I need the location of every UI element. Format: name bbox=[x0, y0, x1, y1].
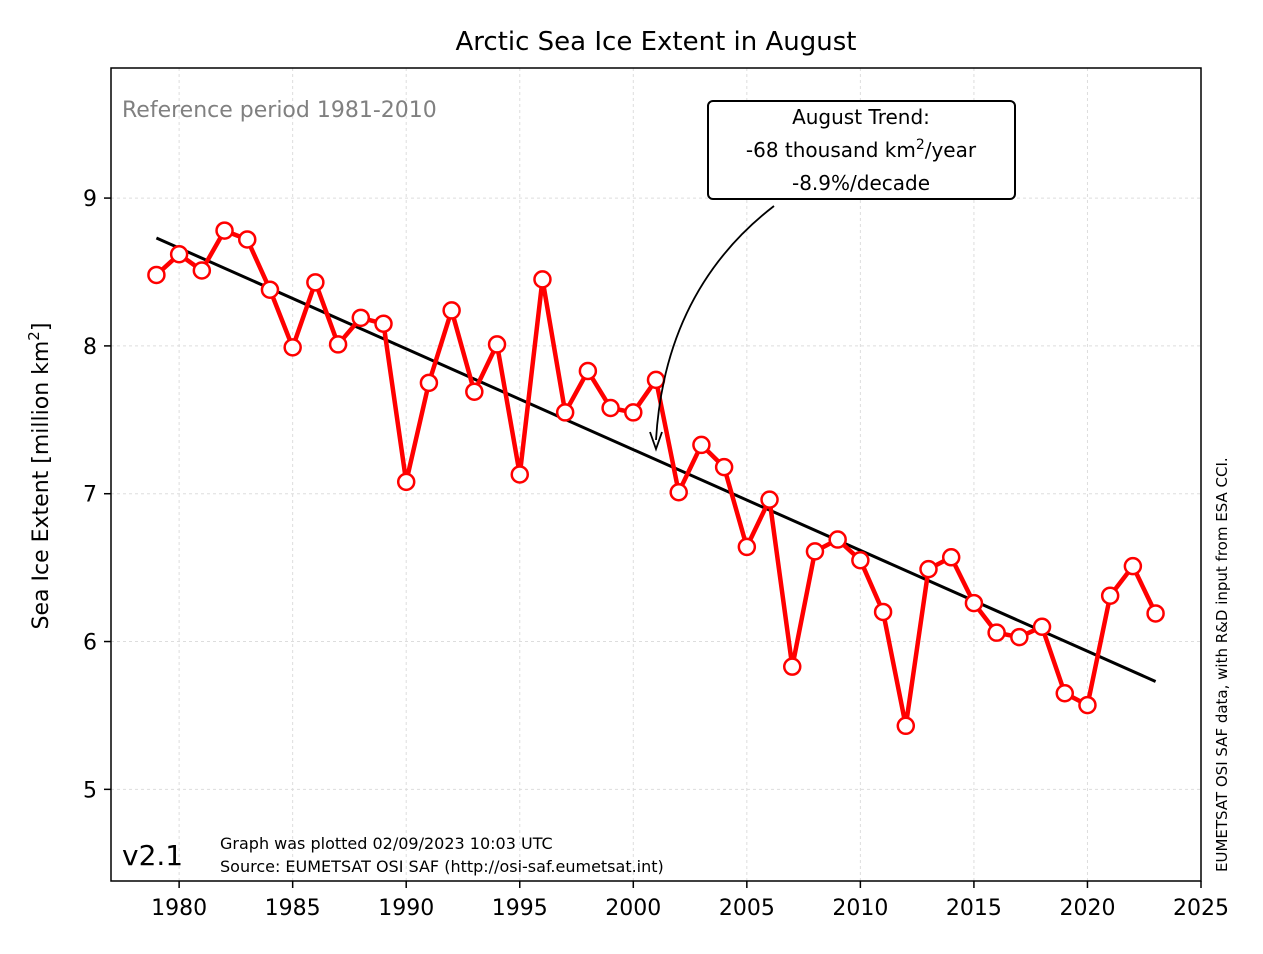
data-point bbox=[714, 457, 734, 477]
trend-box-line2-sup: 2 bbox=[916, 137, 925, 153]
data-point bbox=[646, 370, 666, 390]
data-point bbox=[1146, 604, 1165, 623]
y-tick-label: 6 bbox=[83, 631, 97, 656]
data-point bbox=[169, 245, 189, 264]
y-tick-label: 5 bbox=[83, 778, 97, 803]
data-point bbox=[1100, 586, 1120, 605]
data-point bbox=[306, 273, 325, 292]
x-tick-label: 2020 bbox=[1059, 896, 1115, 921]
x-tick-label: 2015 bbox=[946, 896, 1002, 921]
x-axis: 1980 1985 1990 1995 2000 2005 2010 2015 2020 2025 bbox=[151, 881, 1229, 921]
reference-period-label: Reference period 1981-2010 bbox=[122, 98, 437, 123]
data-point bbox=[624, 403, 643, 422]
plotted-date-note: Graph was plotted 02/09/2023 10:03 UTC bbox=[220, 834, 553, 853]
data-point bbox=[283, 338, 302, 357]
x-tick-label: 2010 bbox=[832, 896, 888, 921]
data-point bbox=[1010, 627, 1029, 647]
data-point bbox=[396, 472, 416, 492]
y-axis-label-tail: ] bbox=[29, 323, 54, 332]
data-point bbox=[1032, 617, 1052, 637]
data-point bbox=[465, 382, 484, 401]
data-point bbox=[1055, 684, 1074, 703]
y-axis-label-sup: 2 bbox=[25, 331, 43, 341]
y-axis: 5 6 7 8 9 bbox=[83, 187, 111, 803]
x-tick-label: 2005 bbox=[719, 896, 775, 921]
trend-box-line2-main: -68 thousand km bbox=[746, 138, 916, 162]
data-point bbox=[805, 542, 825, 561]
chart-title: Arctic Sea Ice Extent in August bbox=[456, 27, 857, 57]
x-tick-label: 1985 bbox=[265, 896, 321, 921]
y-axis-label: Sea Ice Extent [million km2] bbox=[25, 323, 54, 630]
data-point bbox=[533, 270, 552, 289]
x-tick-label: 2025 bbox=[1173, 896, 1229, 921]
series-group bbox=[147, 221, 1165, 736]
data-point bbox=[328, 335, 348, 354]
data-point bbox=[896, 716, 916, 736]
data-point bbox=[238, 230, 257, 249]
trend-line bbox=[155, 236, 1157, 683]
y-tick-label: 9 bbox=[83, 187, 97, 212]
data-point bbox=[828, 530, 847, 549]
data-point bbox=[964, 593, 984, 613]
data-point bbox=[442, 301, 461, 320]
data-point bbox=[510, 465, 529, 484]
trend-arrow bbox=[655, 205, 775, 441]
version-label: v2.1 bbox=[122, 839, 183, 872]
y-tick-label: 8 bbox=[83, 335, 97, 360]
side-credit: EUMETSAT OSI SAF data, with R&D input fr… bbox=[1213, 457, 1231, 872]
data-point bbox=[851, 550, 870, 570]
trend-box-line3: -8.9%/decade bbox=[792, 171, 930, 195]
data-point bbox=[374, 314, 393, 333]
trend-box bbox=[707, 100, 1016, 200]
data-point bbox=[941, 548, 961, 567]
data-point bbox=[919, 559, 938, 579]
data-point bbox=[737, 537, 757, 557]
trend-box-line2: -68 thousand km2/year bbox=[746, 137, 977, 162]
data-point bbox=[692, 435, 711, 455]
source-note: Source: EUMETSAT OSI SAF (http://osi-saf… bbox=[220, 857, 664, 876]
y-tick-label: 7 bbox=[83, 483, 97, 508]
trend-box-line1: August Trend: bbox=[792, 105, 930, 129]
data-point bbox=[760, 490, 779, 509]
x-tick-label: 1980 bbox=[151, 896, 207, 921]
data-point bbox=[987, 623, 1006, 642]
trend-box-line2-tail: /year bbox=[925, 138, 977, 162]
data-point bbox=[601, 398, 620, 418]
data-point bbox=[669, 482, 688, 502]
plot-frame bbox=[110, 67, 1202, 882]
data-point bbox=[147, 265, 166, 285]
data-point bbox=[873, 602, 893, 622]
data-point bbox=[192, 261, 212, 280]
trend-line-group bbox=[155, 236, 1157, 683]
x-tick-label: 2000 bbox=[605, 896, 661, 921]
data-point bbox=[215, 221, 234, 240]
y-axis-label-main: Sea Ice Extent [million km bbox=[29, 341, 54, 630]
data-point bbox=[260, 280, 280, 299]
data-point bbox=[578, 361, 598, 381]
trend-arrowhead bbox=[649, 431, 663, 452]
data-point bbox=[783, 657, 802, 676]
data-point bbox=[487, 335, 507, 354]
x-tick-label: 1990 bbox=[378, 896, 434, 921]
data-point bbox=[555, 403, 575, 422]
data-point bbox=[1123, 556, 1143, 576]
data-point bbox=[1078, 695, 1097, 715]
data-point bbox=[351, 308, 371, 328]
x-tick-label: 1995 bbox=[492, 896, 548, 921]
trend-annotation: August Trend: -68 thousand km2/year -8.9… bbox=[649, 100, 1016, 452]
data-point bbox=[419, 373, 439, 393]
